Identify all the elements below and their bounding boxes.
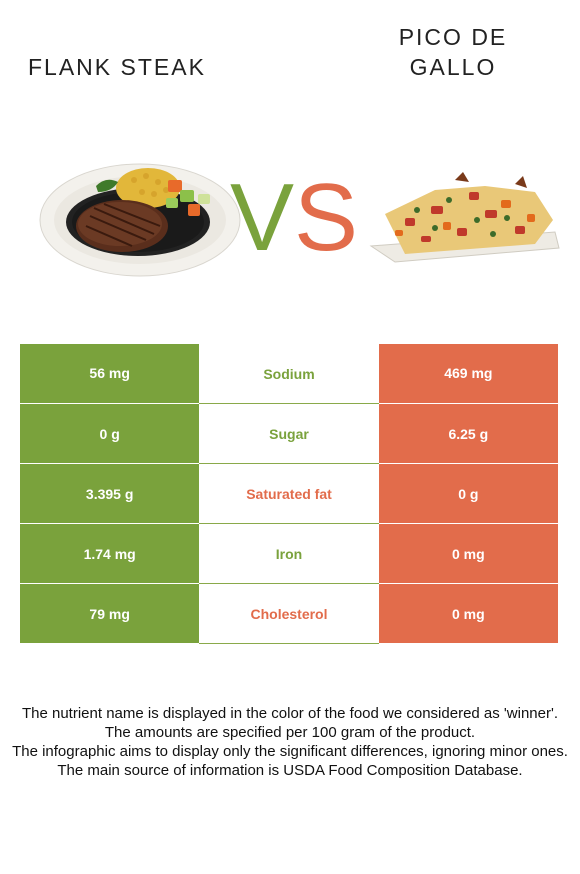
right-value: 0 g: [378, 463, 558, 524]
footer-line: The main source of information is USDA F…: [57, 762, 523, 779]
right-value: 0 mg: [378, 523, 558, 584]
flank-steak-image: [39, 163, 241, 277]
right-value: 469 mg: [378, 343, 558, 404]
comparison-table: 56 mg Sodium 469 mg 0 g Sugar 6.25 g 3.3…: [20, 343, 558, 644]
footer-line: The amounts are specified per 100 gram o…: [104, 724, 476, 741]
table-row: 79 mg Cholesterol 0 mg: [20, 583, 558, 644]
table-row: 1.74 mg Iron 0 mg: [20, 523, 558, 584]
left-value: 0 g: [20, 403, 200, 464]
table-row: 56 mg Sodium 469 mg: [20, 343, 558, 404]
nutrient-name: Saturated fat: [199, 463, 379, 524]
right-value: 0 mg: [378, 583, 558, 644]
left-value: 1.74 mg: [20, 523, 200, 584]
vs-label: V S: [230, 164, 354, 264]
nutrient-name: Cholesterol: [199, 583, 379, 644]
vs-s: S: [294, 164, 354, 264]
left-value: 79 mg: [20, 583, 200, 644]
nutrient-name: Iron: [199, 523, 379, 584]
footer-notes: The nutrient name is displayed in the co…: [10, 704, 570, 780]
vs-v: V: [230, 164, 294, 264]
left-food-title: FLANK STEAK: [28, 54, 206, 80]
table-row: 0 g Sugar 6.25 g: [20, 403, 558, 464]
footer-line: The nutrient name is displayed in the co…: [21, 705, 559, 722]
right-food-title: PICO DE GALLO: [398, 24, 508, 80]
left-value: 3.395 g: [20, 463, 200, 524]
left-value: 56 mg: [20, 343, 200, 404]
nutrient-name: Sodium: [199, 343, 379, 404]
right-value: 6.25 g: [378, 403, 558, 464]
nutrient-name: Sugar: [199, 403, 379, 464]
footer-line: The infographic aims to display only the…: [12, 743, 568, 760]
table-row: 3.395 g Saturated fat 0 g: [20, 463, 558, 524]
pico-de-gallo-image: [369, 172, 560, 263]
